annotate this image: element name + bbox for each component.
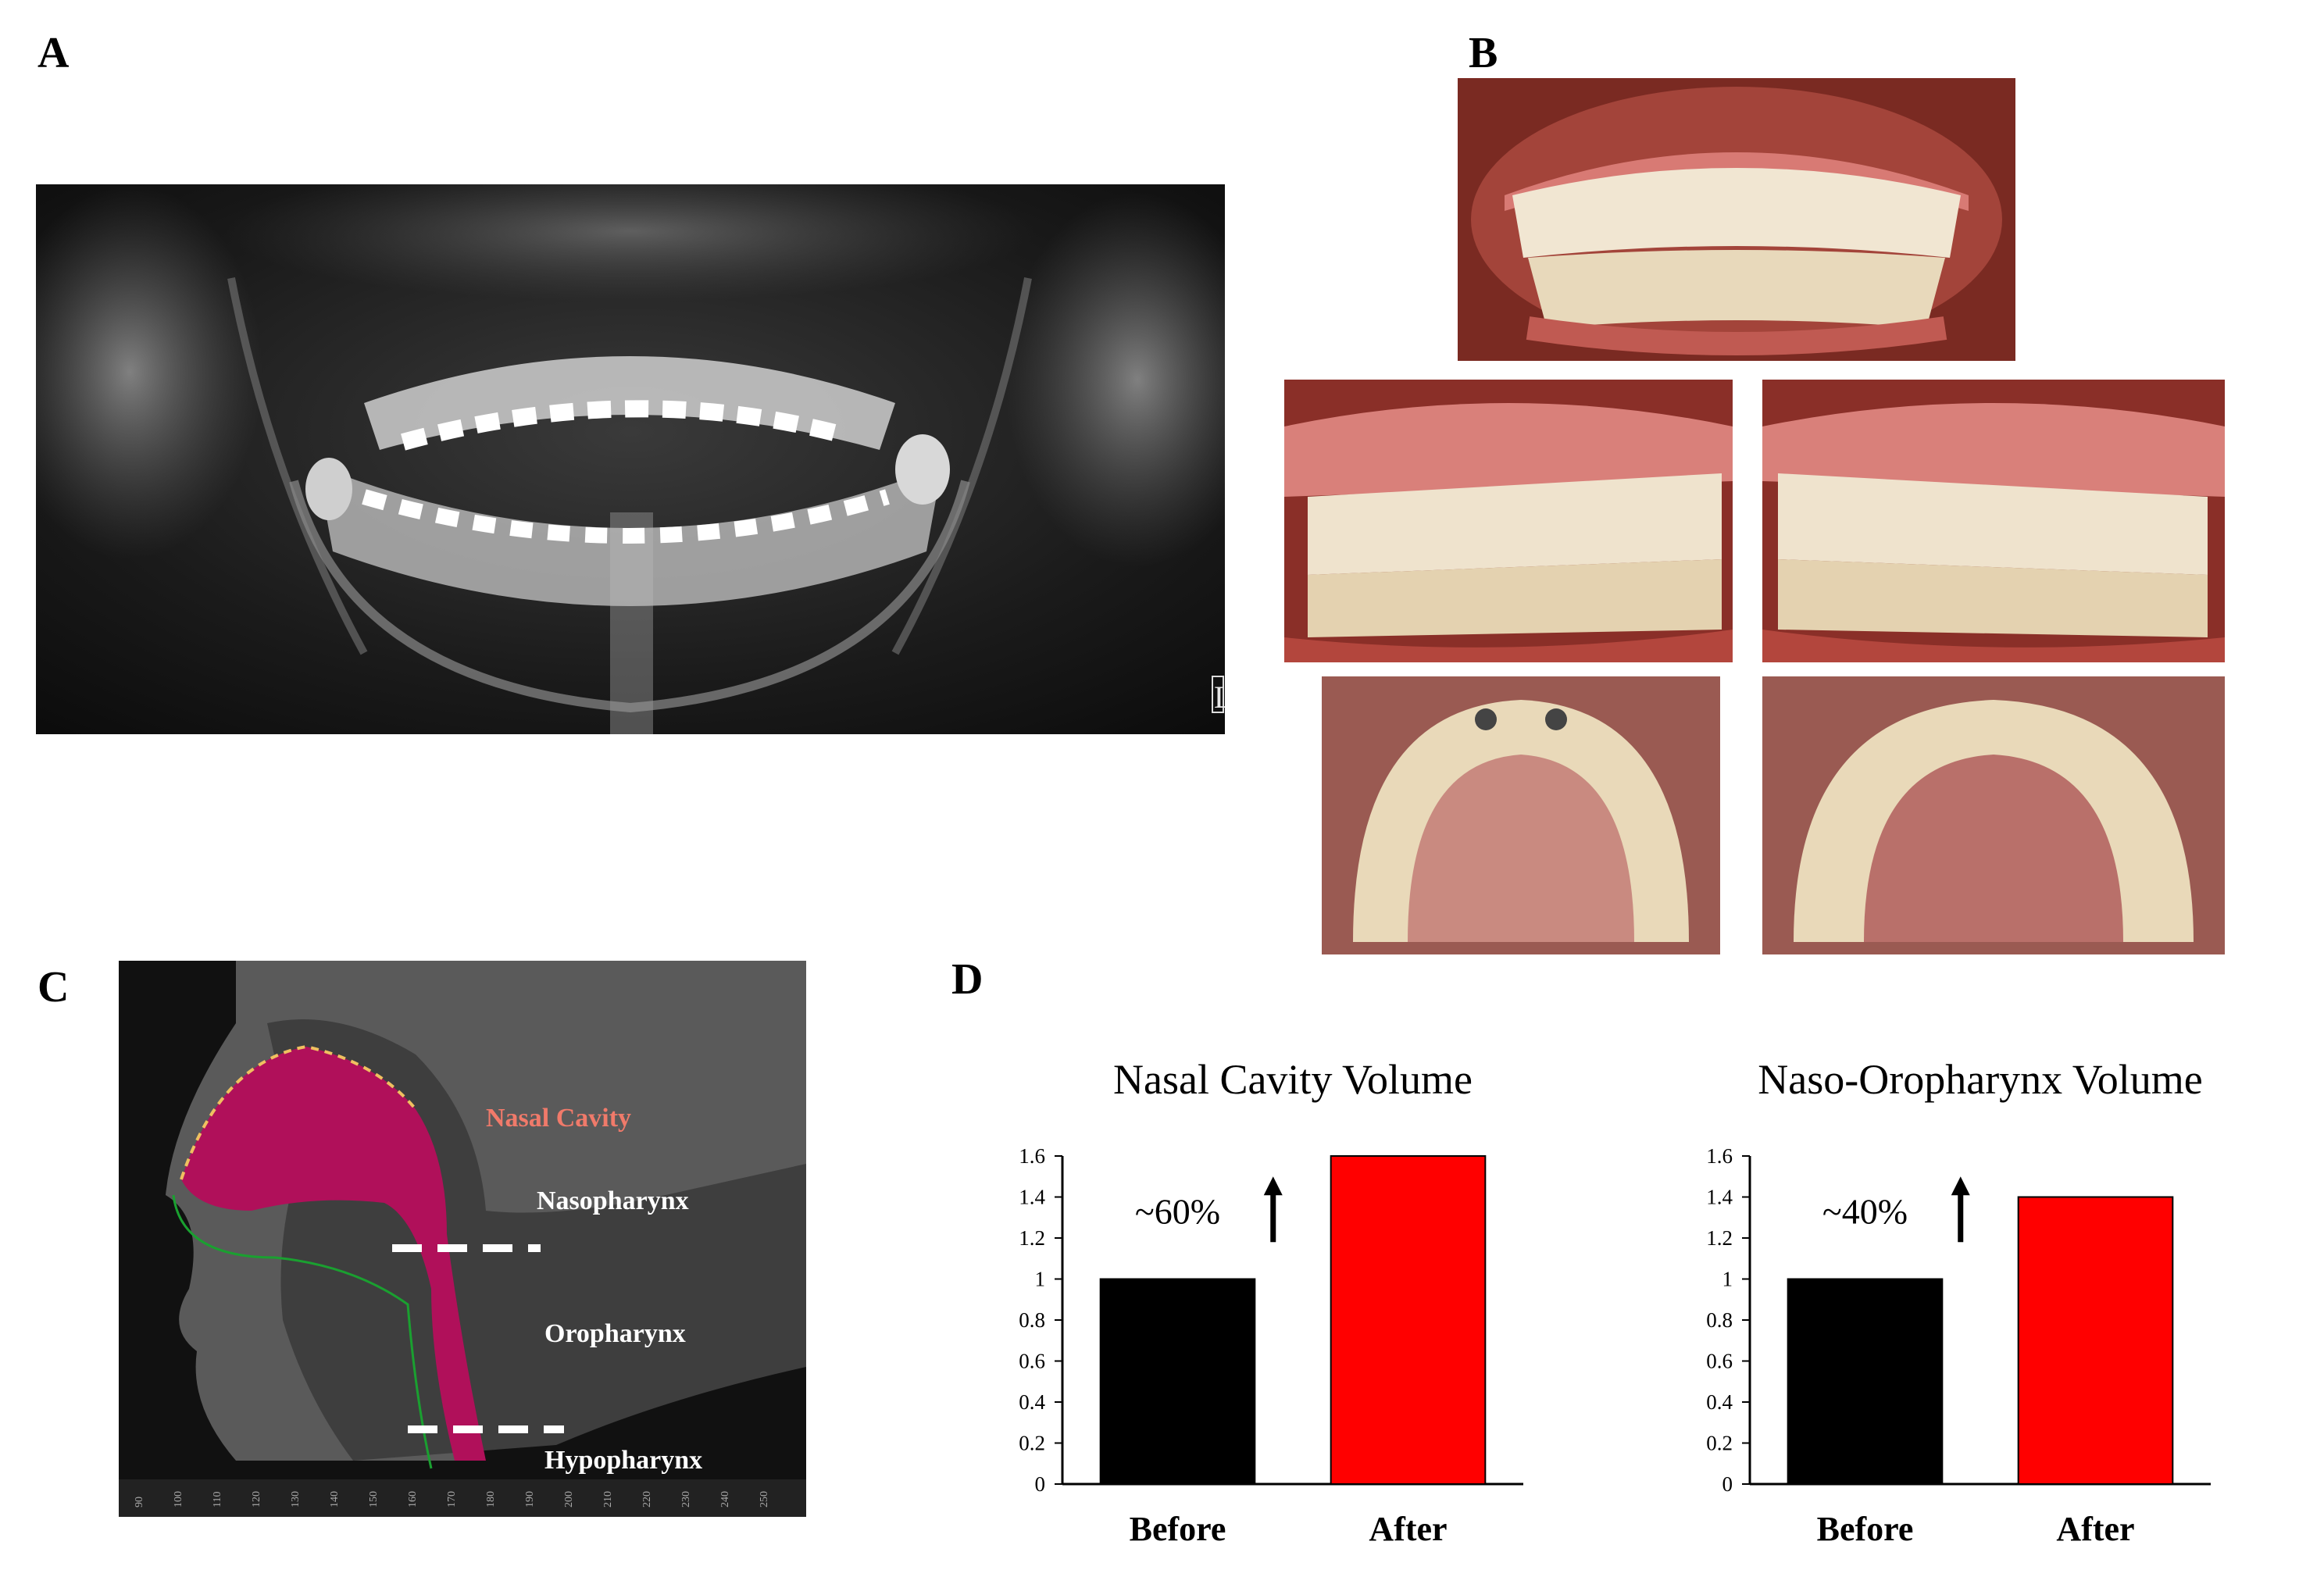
increase-arrow-icon <box>1263 1176 1283 1243</box>
bar-after <box>2017 1196 2174 1485</box>
y-tick-label: 0.6 <box>1706 1350 1733 1373</box>
ct-ruler: 90 100 110 120 130 140 150 160 170 180 190 200 210 22… <box>134 1491 770 1507</box>
occlusal-photo-lower <box>1762 676 2225 954</box>
category-label: After <box>2056 1510 2134 1548</box>
y-tick-label: 0.2 <box>1706 1432 1733 1455</box>
y-tick-label: 1.4 <box>1019 1186 1045 1209</box>
label-oropharynx: Oropharynx <box>544 1319 686 1348</box>
ruler-tick-label: 130 <box>290 1491 302 1507</box>
chart-title: Naso-Oropharynx Volume <box>1758 1056 2202 1103</box>
y-tick-label: 1.2 <box>1019 1226 1045 1250</box>
y-tick-label: 0 <box>1722 1472 1733 1496</box>
y-tick-label: 0 <box>1035 1472 1046 1496</box>
ruler-tick-label: 240 <box>719 1491 731 1507</box>
y-tick-label: 1 <box>1035 1268 1046 1291</box>
chart-2: Naso-Oropharynx Volume 0 0.2 0.4 0.6 0.8 1 1.2 1… <box>1706 1056 2211 1548</box>
ruler-tick-label: 190 <box>524 1491 536 1507</box>
label-nasopharynx: Nasopharynx <box>537 1186 689 1215</box>
ruler-tick-label: 230 <box>680 1491 692 1507</box>
ruler-tick-label: 220 <box>641 1491 653 1507</box>
bar-after <box>1330 1155 1487 1485</box>
y-tick-label: 0.6 <box>1019 1350 1045 1373</box>
category-label: Before <box>1130 1510 1226 1548</box>
y-tick-label: 1.6 <box>1706 1144 1733 1168</box>
chart-title: Nasal Cavity Volume <box>1113 1056 1473 1103</box>
percent-annotation: ~60% <box>1135 1192 1220 1232</box>
category-label: Before <box>1817 1510 1914 1548</box>
panel-label-d: D <box>951 955 984 1004</box>
bar-before <box>1099 1278 1256 1485</box>
y-tick-label: 1.2 <box>1706 1226 1733 1250</box>
label-hypopharynx: Hypopharynx <box>544 1446 702 1475</box>
bar-charts-svg: Nasal Cavity Volume 0 0.2 0.4 0.6 0.8 1 1.2 1.4 1… <box>1019 1056 2211 1548</box>
volume-charts: Nasal Cavity Volume 0 0.2 0.4 0.6 0.8 1 1.2 1.4 1… <box>953 1015 2312 1562</box>
panoramic-xray: L <box>36 184 1225 734</box>
ct-airway-image: Nasal Cavity Nasopharynx Oropharynx Hypo… <box>119 961 806 1517</box>
y-tick-label: 0.8 <box>1706 1308 1733 1332</box>
occlusal-photo-upper <box>1322 676 1720 954</box>
xray-side-marker: L <box>1214 680 1225 715</box>
y-tick-label: 0.4 <box>1706 1390 1733 1414</box>
ruler-tick-label: 200 <box>563 1491 575 1507</box>
ruler-tick-label: 150 <box>368 1491 380 1507</box>
increase-arrow-icon <box>1951 1176 1970 1243</box>
ruler-tick-label: 180 <box>485 1491 497 1507</box>
y-tick-label: 1.6 <box>1019 1144 1045 1168</box>
percent-annotation: ~40% <box>1822 1192 1908 1232</box>
panel-label-c: C <box>37 963 70 1011</box>
y-tick-label: 1 <box>1722 1268 1733 1291</box>
ruler-tick-label: 100 <box>173 1491 184 1507</box>
chart-1: Nasal Cavity Volume 0 0.2 0.4 0.6 0.8 1 1.2 1.4 1… <box>1019 1056 1523 1548</box>
ruler-tick-label: 140 <box>329 1491 341 1507</box>
category-label: After <box>1369 1510 1447 1548</box>
y-tick-label: 0.2 <box>1019 1432 1045 1455</box>
ruler-tick-label: 110 <box>212 1492 223 1507</box>
y-tick-label: 0.8 <box>1019 1308 1045 1332</box>
ruler-tick-label: 90 <box>134 1497 145 1507</box>
ruler-tick-label: 210 <box>602 1491 614 1507</box>
label-nasal-cavity: Nasal Cavity <box>486 1104 631 1133</box>
y-tick-label: 1.4 <box>1706 1186 1733 1209</box>
bar-before <box>1787 1278 1944 1485</box>
y-tick-label: 0.4 <box>1019 1390 1045 1414</box>
panel-label-b: B <box>1469 29 1498 77</box>
ruler-tick-label: 160 <box>407 1491 419 1507</box>
panel-label-a: A <box>37 29 70 77</box>
ruler-tick-label: 170 <box>446 1491 458 1507</box>
intraoral-photo-left <box>1762 380 2225 662</box>
intraoral-photo-frontal <box>1458 78 2015 361</box>
ruler-tick-label: 250 <box>759 1491 770 1507</box>
ruler-tick-label: 120 <box>251 1491 262 1507</box>
intraoral-photo-right <box>1284 380 1733 662</box>
